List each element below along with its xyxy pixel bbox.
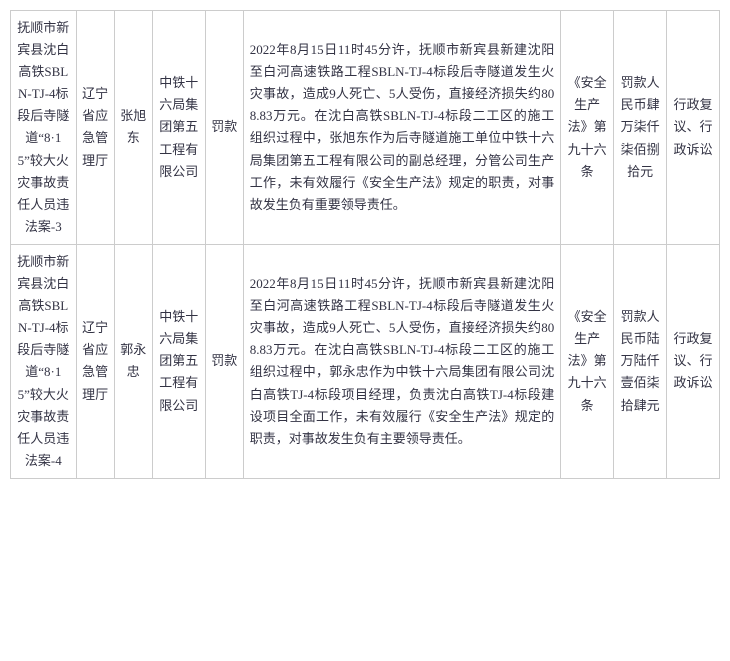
cell-person: 张旭东 xyxy=(114,11,152,245)
table-row: 抚顺市新宾县沈白高铁SBLN-TJ-4标段后寺隧道“8·15”较大火灾事故责任人… xyxy=(11,11,720,245)
cell-penalty: 罚款人民币肆万柒仟柒佰捌拾元 xyxy=(614,11,667,245)
cell-law-basis: 《安全生产法》第九十六条 xyxy=(561,11,614,245)
cell-description: 2022年8月15日11时45分许，抚顺市新宾县新建沈阳至白河高速铁路工程SBL… xyxy=(243,244,560,478)
cell-description: 2022年8月15日11时45分许，抚顺市新宾县新建沈阳至白河高速铁路工程SBL… xyxy=(243,11,560,245)
cell-agency: 辽宁省应急管理厅 xyxy=(76,11,114,245)
cell-case-name: 抚顺市新宾县沈白高铁SBLN-TJ-4标段后寺隧道“8·15”较大火灾事故责任人… xyxy=(11,11,77,245)
table-row: 抚顺市新宾县沈白高铁SBLN-TJ-4标段后寺隧道“8·15”较大火灾事故责任人… xyxy=(11,244,720,478)
cell-penalty-type: 罚款 xyxy=(205,11,243,245)
cell-law-basis: 《安全生产法》第九十六条 xyxy=(561,244,614,478)
cell-company: 中铁十六局集团第五工程有限公司 xyxy=(152,244,205,478)
cell-penalty-type: 罚款 xyxy=(205,244,243,478)
cell-case-name: 抚顺市新宾县沈白高铁SBLN-TJ-4标段后寺隧道“8·15”较大火灾事故责任人… xyxy=(11,244,77,478)
cell-agency: 辽宁省应急管理厅 xyxy=(76,244,114,478)
penalty-table: 抚顺市新宾县沈白高铁SBLN-TJ-4标段后寺隧道“8·15”较大火灾事故责任人… xyxy=(10,10,720,479)
cell-remedy: 行政复议、行政诉讼 xyxy=(667,244,720,478)
cell-penalty: 罚款人民币陆万陆仟壹佰柒拾肆元 xyxy=(614,244,667,478)
cell-company: 中铁十六局集团第五工程有限公司 xyxy=(152,11,205,245)
cell-remedy: 行政复议、行政诉讼 xyxy=(667,11,720,245)
cell-person: 郭永忠 xyxy=(114,244,152,478)
